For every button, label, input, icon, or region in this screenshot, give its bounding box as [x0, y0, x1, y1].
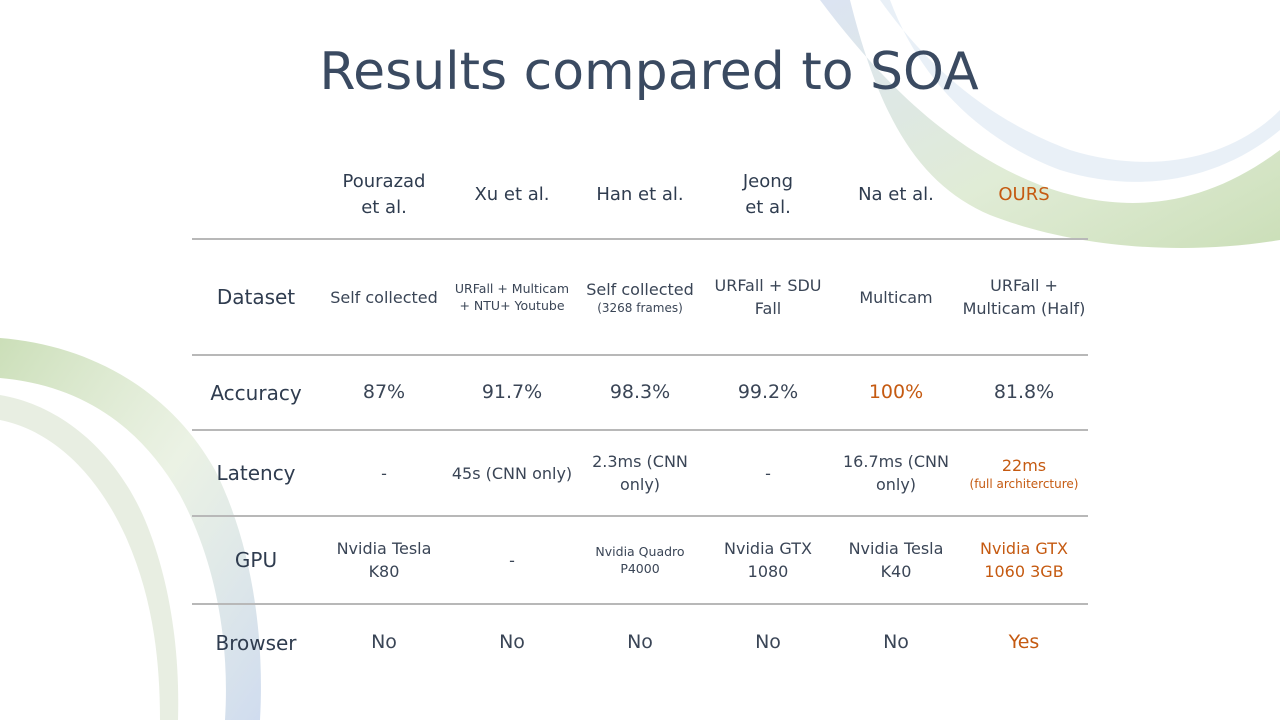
cell-text: Self collected	[586, 280, 694, 299]
table-row-latency: Latency - 45s (CNN only) 2.3ms (CNN only…	[192, 430, 1088, 516]
row-label-browser: Browser	[215, 630, 297, 655]
slide-title: Results compared to SOA	[319, 42, 979, 102]
row-label-gpu: GPU	[234, 548, 278, 572]
table-row-browser: Browser No No No No No Yes	[192, 604, 1088, 680]
row-label-accuracy: Accuracy	[210, 380, 302, 405]
cell-note: (3268 frames)	[597, 301, 683, 315]
table-cell-highlight: Nvidia GTX 1060 3GB	[980, 539, 1068, 581]
table-cell: Self collected	[330, 287, 438, 307]
table-cell-highlight: Yes	[1008, 631, 1040, 653]
table-cell: 2.3ms (CNN only)	[592, 452, 688, 494]
table-header-row: Pourazad et al. Xu et al. Han et al. Jeo…	[192, 152, 1088, 240]
table-cell: 87%	[362, 381, 406, 403]
column-header-line: Jeong	[742, 171, 794, 192]
table-cell: 98.3%	[609, 381, 671, 403]
table-cell: -	[381, 463, 387, 483]
table-cell-highlight: 22ms (full architercture)	[960, 430, 1088, 516]
table-cell: Nvidia Tesla K40	[848, 539, 944, 581]
column-header-line: et al.	[361, 197, 407, 218]
table-cell: -	[765, 463, 771, 483]
column-header-line: et al.	[745, 197, 791, 218]
table-cell: No	[371, 631, 397, 653]
comparison-table: Pourazad et al. Xu et al. Han et al. Jeo…	[192, 152, 1088, 680]
table-cell: 45s (CNN only)	[451, 463, 573, 483]
column-header-han: Han et al.	[576, 152, 704, 240]
table-row-dataset: Dataset Self collected URFall + Multicam…	[192, 239, 1088, 355]
table-cell: No	[755, 631, 781, 653]
table-cell: URFall + Multicam (Half)	[962, 276, 1086, 318]
table-cell-highlight: 100%	[868, 381, 924, 403]
table-cell: -	[509, 550, 515, 570]
column-header-line: Na et al.	[858, 184, 934, 205]
table-cell: 81.8%	[993, 381, 1055, 403]
table-cell: No	[499, 631, 525, 653]
table-cell: No	[627, 631, 653, 653]
decorative-swoosh-top-right-light	[880, 0, 1280, 182]
decorative-swoosh-bottom-left-light	[0, 395, 179, 720]
table-cell: Nvidia GTX 1080	[724, 539, 812, 581]
cell-text: 22ms	[1001, 456, 1047, 475]
table-row-gpu: GPU Nvidia Tesla K80 - Nvidia Quadro P40…	[192, 516, 1088, 604]
table-cell: Multicam	[859, 287, 933, 307]
table-cell: 91.7%	[481, 381, 543, 403]
column-header-xu: Xu et al.	[448, 152, 576, 240]
decorative-swoosh-bottom-left	[0, 338, 261, 720]
cell-note: (full architercture)	[969, 477, 1079, 491]
table-cell: 16.7ms (CNN only)	[843, 452, 949, 494]
corner-header	[192, 152, 320, 240]
row-label-latency: Latency	[216, 461, 296, 485]
table-cell: No	[883, 631, 909, 653]
column-header-na: Na et al.	[832, 152, 960, 240]
table-cell: Nvidia Tesla K80	[336, 539, 432, 581]
table-cell: URFall + Multicam + NTU+ Youtube	[454, 281, 570, 313]
column-header-line: Han et al.	[596, 184, 684, 205]
column-header-pourazad: Pourazad et al.	[320, 152, 448, 240]
column-header-line: OURS	[998, 184, 1050, 205]
column-header-jeong: Jeong et al.	[704, 152, 832, 240]
table-cell: Self collected (3268 frames)	[576, 239, 704, 355]
table-cell: Nvidia Quadro P4000	[595, 544, 685, 576]
table-cell: URFall + SDU Fall	[714, 276, 822, 318]
column-header-ours: OURS	[960, 152, 1088, 240]
table-row-accuracy: Accuracy 87% 91.7% 98.3% 99.2% 100% 81.8…	[192, 355, 1088, 430]
row-label-dataset: Dataset	[216, 285, 296, 309]
column-header-line: Xu et al.	[474, 184, 550, 205]
table-cell: 99.2%	[737, 381, 799, 403]
column-header-line: Pourazad	[342, 171, 426, 192]
